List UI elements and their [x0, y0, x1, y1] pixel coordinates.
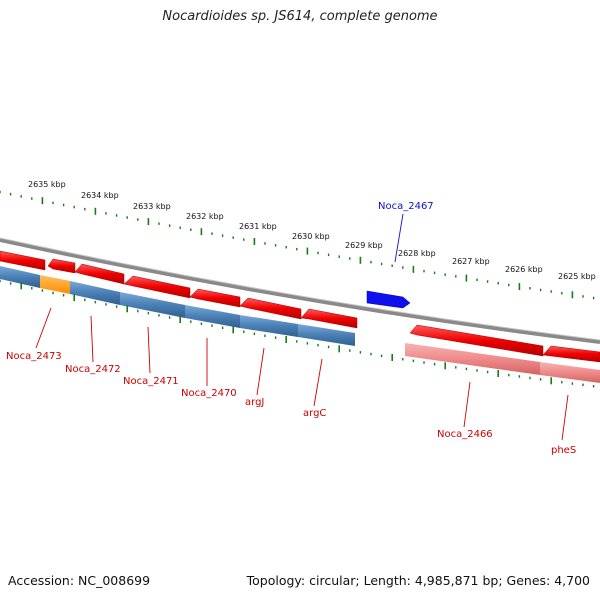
- cds-bar-light[interactable]: [540, 362, 600, 383]
- scale-label: 2629 kbp: [345, 241, 383, 250]
- gene-arrow[interactable]: [542, 345, 600, 363]
- cds-bar[interactable]: [120, 292, 185, 318]
- cds-bar[interactable]: [0, 266, 40, 288]
- gene-arrow[interactable]: [300, 308, 358, 329]
- gene-label-noca-2470[interactable]: Noca_2470: [181, 388, 237, 399]
- gene-arrow[interactable]: [409, 324, 544, 357]
- scale-label: 2628 kbp: [398, 249, 436, 258]
- gene-label-phes[interactable]: pheS: [551, 445, 576, 456]
- cds-bar-highlight[interactable]: [40, 275, 70, 294]
- scale-label: 2630 kbp: [292, 232, 330, 241]
- gene-label-noca-2467[interactable]: Noca_2467: [378, 201, 434, 212]
- gene-label-noca-2471[interactable]: Noca_2471: [123, 376, 179, 387]
- inner-scale-ticks: [0, 279, 595, 388]
- scale-labels: 2635 kbp 2634 kbp 2633 kbp 2632 kbp 2631…: [28, 180, 596, 281]
- topology-text: Topology: circular; Length: 4,985,871 bp…: [246, 573, 590, 588]
- outer-scale-ticks: [0, 190, 595, 300]
- gene-arrow[interactable]: [74, 263, 125, 285]
- cds-bar-light[interactable]: [405, 343, 540, 375]
- cds-bar[interactable]: [185, 305, 240, 328]
- cds-track-right[interactable]: [405, 343, 600, 383]
- label-leaders: [35, 213, 569, 441]
- gene-arrow[interactable]: [47, 258, 76, 274]
- cds-track[interactable]: [0, 266, 355, 346]
- gene-label-noca-2473[interactable]: Noca_2473: [6, 351, 62, 362]
- genome-backbone: [0, 237, 600, 344]
- gene-label-argc[interactable]: argC: [303, 408, 326, 419]
- gene-arrow[interactable]: [0, 250, 46, 271]
- gene-label-noca-2466[interactable]: Noca_2466: [437, 429, 493, 440]
- cds-bar[interactable]: [240, 315, 298, 337]
- scale-label: 2631 kbp: [239, 222, 277, 231]
- scale-label: 2635 kbp: [28, 180, 66, 189]
- cds-bar[interactable]: [298, 324, 355, 346]
- cds-bar[interactable]: [70, 281, 120, 305]
- gene-arrows-forward[interactable]: [0, 250, 358, 329]
- gene-label-argj[interactable]: argJ: [245, 397, 264, 408]
- map-title: Nocardioides sp. JS614, complete genome: [162, 9, 438, 24]
- scale-label: 2625 kbp: [558, 272, 596, 281]
- accession-text: Accession: NC_008699: [8, 573, 151, 588]
- gene-arrow[interactable]: [123, 275, 191, 299]
- scale-label: 2634 kbp: [81, 191, 119, 200]
- scale-label: 2633 kbp: [133, 202, 171, 211]
- scale-label: 2627 kbp: [452, 257, 490, 266]
- scale-label: 2632 kbp: [186, 212, 224, 221]
- gene-label-noca-2472[interactable]: Noca_2472: [65, 364, 121, 375]
- selected-gene-arrow[interactable]: [366, 290, 411, 309]
- gene-arrow[interactable]: [189, 288, 241, 308]
- gene-arrow[interactable]: [239, 297, 302, 320]
- scale-label: 2626 kbp: [505, 265, 543, 274]
- gene-arrows-right[interactable]: [409, 324, 600, 363]
